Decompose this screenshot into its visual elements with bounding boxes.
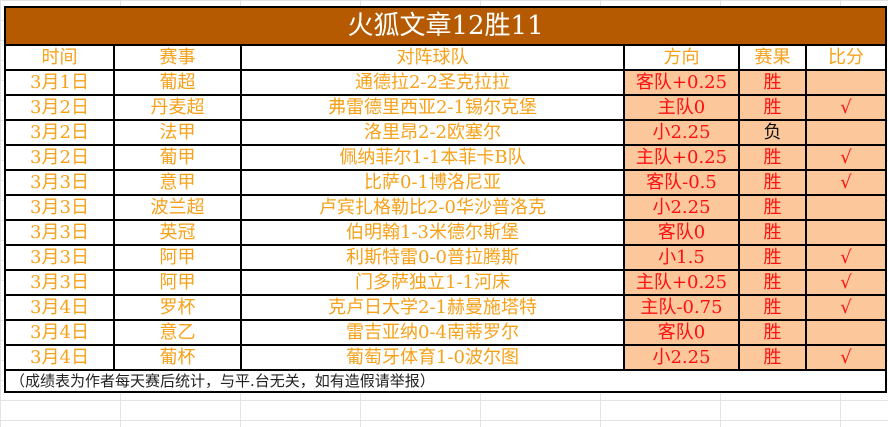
pick-cell: 客队+0.25: [623, 69, 740, 96]
league-cell: 罗杯: [113, 294, 242, 321]
match-cell: 克卢日大学2-1赫曼施塔特: [240, 294, 625, 321]
pick-cell: 客队0: [623, 319, 740, 346]
header-score: 比分: [804, 44, 888, 71]
score-cell: √: [804, 169, 888, 196]
date-cell: 3月2日: [4, 94, 115, 121]
result-cell: 胜: [738, 294, 807, 321]
score-cell: [804, 194, 888, 221]
match-cell: 雷吉亚纳0-4南蒂罗尔: [240, 319, 625, 346]
match-cell: 葡萄牙体育1-0波尔图: [240, 344, 625, 371]
score-cell: √: [804, 144, 888, 171]
score-cell: √: [804, 244, 888, 271]
table-row: 3月4日 葡杯 葡萄牙体育1-0波尔图 小2.25 胜 √: [4, 344, 888, 371]
score-cell: [804, 119, 888, 146]
score-cell: [804, 69, 888, 96]
header-row: 时间 赛事 对阵球队 方向 赛果 比分: [4, 44, 888, 71]
pick-cell: 主队-0.75: [623, 294, 740, 321]
match-cell: 门多萨独立1-1河床: [240, 269, 625, 296]
date-cell: 3月3日: [4, 219, 115, 246]
match-cell: 弗雷德里西亚2-1锡尔克堡: [240, 94, 625, 121]
results-table: 火狐文章12胜11 时间 赛事 对阵球队 方向 赛果 比分 3月1日 葡超 通德拉2…: [3, 6, 888, 393]
league-cell: 波兰超: [113, 194, 242, 221]
result-cell: 负: [738, 119, 807, 146]
header-time: 时间: [4, 44, 115, 71]
date-cell: 3月4日: [4, 319, 115, 346]
result-cell: 胜: [738, 69, 807, 96]
date-cell: 3月4日: [4, 344, 115, 371]
header-pick: 方向: [623, 44, 740, 71]
date-cell: 3月4日: [4, 294, 115, 321]
header-result: 赛果: [738, 44, 807, 71]
table-title: 火狐文章12胜11: [3, 6, 888, 46]
result-cell: 胜: [738, 219, 807, 246]
score-cell: [804, 219, 888, 246]
league-cell: 阿甲: [113, 244, 242, 271]
league-cell: 阿甲: [113, 269, 242, 296]
result-cell: 胜: [738, 319, 807, 346]
table-row: 3月3日 意甲 比萨0-1博洛尼亚 客队-0.5 胜 √: [4, 169, 888, 196]
date-cell: 3月2日: [4, 119, 115, 146]
date-cell: 3月1日: [4, 69, 115, 96]
result-cell: 胜: [738, 269, 807, 296]
league-cell: 丹麦超: [113, 94, 242, 121]
match-cell: 卢宾扎格勒比2-0华沙普洛克: [240, 194, 625, 221]
pick-cell: 主队+0.25: [623, 269, 740, 296]
header-match: 对阵球队: [240, 44, 625, 71]
score-cell: √: [804, 294, 888, 321]
league-cell: 葡甲: [113, 144, 242, 171]
league-cell: 葡杯: [113, 344, 242, 371]
pick-cell: 客队-0.5: [623, 169, 740, 196]
result-cell: 胜: [738, 244, 807, 271]
table-row: 3月3日 波兰超 卢宾扎格勒比2-0华沙普洛克 小2.25 胜: [4, 194, 888, 221]
score-cell: √: [804, 269, 888, 296]
result-cell: 胜: [738, 94, 807, 121]
match-cell: 伯明翰1-3米德尔斯堡: [240, 219, 625, 246]
date-cell: 3月3日: [4, 169, 115, 196]
pick-cell: 主队+0.25: [623, 144, 740, 171]
pick-cell: 小1.5: [623, 244, 740, 271]
league-cell: 英冠: [113, 219, 242, 246]
match-cell: 佩纳菲尔1-1本菲卡B队: [240, 144, 625, 171]
table-row: 3月3日 阿甲 门多萨独立1-1河床 主队+0.25 胜 √: [4, 269, 888, 296]
pick-cell: 小2.25: [623, 344, 740, 371]
result-cell: 胜: [738, 194, 807, 221]
match-cell: 洛里昂2-2欧塞尔: [240, 119, 625, 146]
league-cell: 意甲: [113, 169, 242, 196]
date-cell: 3月2日: [4, 144, 115, 171]
date-cell: 3月3日: [4, 244, 115, 271]
league-cell: 葡超: [113, 69, 242, 96]
table-row: 3月3日 阿甲 利斯特雷0-0普拉腾斯 小1.5 胜 √: [4, 244, 888, 271]
table-row: 3月2日 法甲 洛里昂2-2欧塞尔 小2.25 负: [4, 119, 888, 146]
match-cell: 通德拉2-2圣克拉拉: [240, 69, 625, 96]
league-cell: 意乙: [113, 319, 242, 346]
result-cell: 胜: [738, 169, 807, 196]
pick-cell: 小2.25: [623, 119, 740, 146]
pick-cell: 小2.25: [623, 194, 740, 221]
league-cell: 法甲: [113, 119, 242, 146]
date-cell: 3月3日: [4, 194, 115, 221]
date-cell: 3月3日: [4, 269, 115, 296]
table-row: 3月2日 葡甲 佩纳菲尔1-1本菲卡B队 主队+0.25 胜 √: [4, 144, 888, 171]
header-league: 赛事: [113, 44, 242, 71]
score-cell: √: [804, 94, 888, 121]
pick-cell: 客队0: [623, 219, 740, 246]
footer-note: （成绩表为作者每天赛后统计，与平.台无关，如有造假请举报）: [3, 369, 888, 393]
table-row: 3月1日 葡超 通德拉2-2圣克拉拉 客队+0.25 胜: [4, 69, 888, 96]
score-cell: [804, 319, 888, 346]
match-cell: 比萨0-1博洛尼亚: [240, 169, 625, 196]
table-row: 3月2日 丹麦超 弗雷德里西亚2-1锡尔克堡 主队0 胜 √: [4, 94, 888, 121]
result-cell: 胜: [738, 344, 807, 371]
table-row: 3月4日 意乙 雷吉亚纳0-4南蒂罗尔 客队0 胜: [4, 319, 888, 346]
pick-cell: 主队0: [623, 94, 740, 121]
table-row: 3月3日 英冠 伯明翰1-3米德尔斯堡 客队0 胜: [4, 219, 888, 246]
result-cell: 胜: [738, 144, 807, 171]
table-row: 3月4日 罗杯 克卢日大学2-1赫曼施塔特 主队-0.75 胜 √: [4, 294, 888, 321]
score-cell: √: [804, 344, 888, 371]
match-cell: 利斯特雷0-0普拉腾斯: [240, 244, 625, 271]
